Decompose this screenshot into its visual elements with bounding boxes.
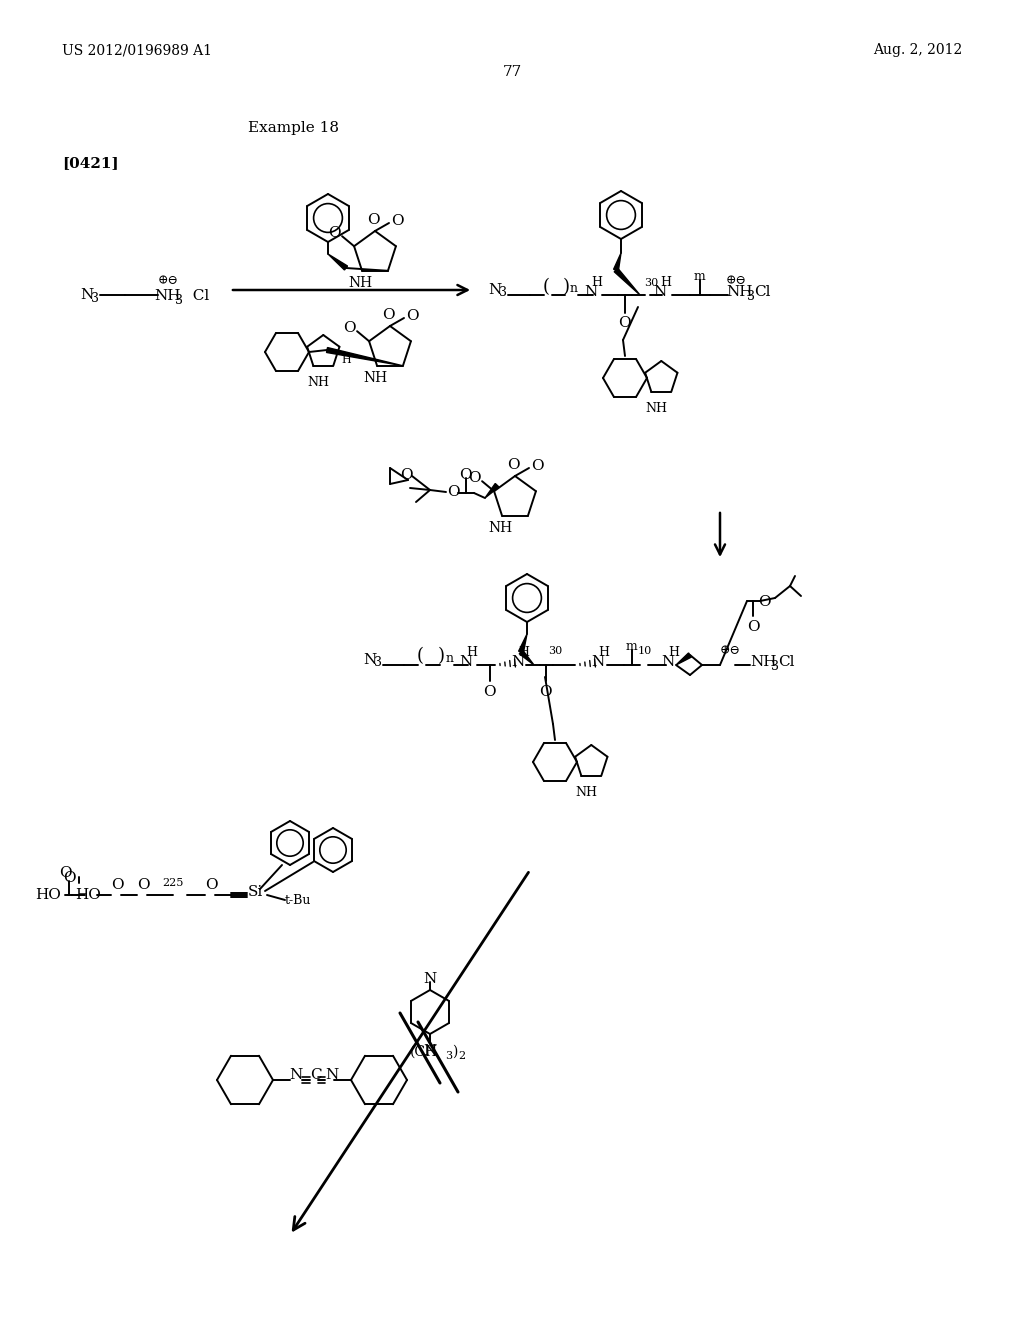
- Text: NH: NH: [750, 655, 776, 669]
- Text: 77: 77: [503, 65, 521, 79]
- Text: Cl: Cl: [754, 285, 770, 300]
- Text: O: O: [382, 308, 394, 322]
- Text: m: m: [625, 640, 637, 653]
- Text: ): ): [438, 647, 445, 665]
- Text: t-Bu: t-Bu: [285, 894, 311, 907]
- Text: H: H: [598, 647, 609, 660]
- Text: Cl: Cl: [778, 655, 795, 669]
- Text: O: O: [58, 866, 72, 880]
- Text: [0421]: [0421]: [62, 156, 119, 170]
- Text: H: H: [660, 276, 671, 289]
- Text: 225: 225: [162, 878, 183, 888]
- Polygon shape: [485, 483, 499, 498]
- Text: N: N: [591, 655, 604, 669]
- Text: (: (: [417, 647, 424, 665]
- Text: Cl: Cl: [183, 289, 209, 304]
- Text: N: N: [289, 1068, 302, 1082]
- Text: 30: 30: [644, 279, 658, 288]
- Text: 2: 2: [458, 1051, 465, 1061]
- Text: O: O: [137, 878, 150, 892]
- Text: H: H: [341, 355, 351, 366]
- Text: O: O: [447, 484, 460, 499]
- Text: N: N: [653, 285, 667, 300]
- Text: O: O: [539, 685, 551, 700]
- Text: N: N: [584, 285, 597, 300]
- Text: N: N: [488, 282, 502, 297]
- Text: Example 18: Example 18: [248, 121, 339, 135]
- Text: HO: HO: [75, 888, 101, 902]
- Text: ⊕⊖: ⊕⊖: [726, 275, 746, 288]
- Text: 3: 3: [175, 293, 183, 306]
- Text: O: O: [111, 878, 124, 892]
- Text: O: O: [759, 595, 771, 609]
- Text: N: N: [662, 655, 674, 669]
- Text: N: N: [511, 655, 524, 669]
- Text: 10: 10: [638, 645, 652, 656]
- Text: O: O: [343, 321, 355, 335]
- Text: 3: 3: [771, 660, 779, 672]
- Text: NH: NH: [362, 371, 387, 385]
- Text: C: C: [310, 1068, 322, 1082]
- Text: 3: 3: [91, 293, 99, 305]
- Text: ): ): [563, 279, 570, 296]
- Text: 30: 30: [548, 645, 562, 656]
- Text: H: H: [668, 647, 679, 660]
- Text: NH: NH: [154, 289, 180, 304]
- Polygon shape: [519, 651, 534, 665]
- Text: 3: 3: [445, 1051, 453, 1061]
- Text: O: O: [62, 871, 76, 884]
- Text: O: O: [406, 309, 419, 323]
- Text: NH: NH: [307, 375, 330, 388]
- Text: (: (: [543, 279, 550, 296]
- Text: 3: 3: [746, 289, 755, 302]
- Text: 3: 3: [499, 286, 507, 300]
- Polygon shape: [613, 253, 621, 271]
- Text: O: O: [459, 469, 471, 482]
- Text: NH: NH: [575, 785, 597, 799]
- Polygon shape: [676, 653, 691, 665]
- Text: O: O: [328, 226, 340, 240]
- Text: O: O: [617, 315, 631, 330]
- Text: ): ): [452, 1045, 458, 1059]
- Polygon shape: [327, 347, 402, 366]
- Text: O: O: [746, 620, 760, 634]
- Text: NH: NH: [645, 401, 668, 414]
- Text: NH: NH: [488, 521, 512, 535]
- Text: 3: 3: [374, 656, 382, 669]
- Text: Si: Si: [248, 884, 263, 899]
- Text: N: N: [459, 655, 472, 669]
- Text: HO: HO: [35, 888, 61, 902]
- Text: N: N: [325, 1068, 338, 1082]
- Text: N: N: [423, 972, 436, 986]
- Text: US 2012/0196989 A1: US 2012/0196989 A1: [62, 44, 212, 57]
- Text: O: O: [400, 469, 413, 482]
- Text: O: O: [391, 214, 403, 228]
- Text: NH: NH: [348, 276, 372, 290]
- Text: NH: NH: [726, 285, 753, 300]
- Text: Aug. 2, 2012: Aug. 2, 2012: [872, 44, 962, 57]
- Text: O: O: [367, 213, 379, 227]
- Text: N: N: [362, 653, 376, 667]
- Text: H: H: [591, 276, 602, 289]
- Text: n: n: [570, 282, 578, 296]
- Text: n: n: [446, 652, 454, 665]
- Text: H: H: [466, 647, 477, 660]
- Text: O: O: [507, 458, 519, 473]
- Text: N: N: [423, 1044, 436, 1059]
- Text: O: O: [482, 685, 496, 700]
- Polygon shape: [328, 253, 347, 271]
- Text: ⊕⊖: ⊕⊖: [720, 644, 741, 657]
- Text: H: H: [518, 647, 529, 660]
- Text: O: O: [205, 878, 218, 892]
- Text: O: O: [530, 459, 544, 473]
- Text: (CH: (CH: [410, 1045, 438, 1059]
- Polygon shape: [614, 268, 640, 294]
- Text: ⊕⊖: ⊕⊖: [158, 275, 179, 288]
- Polygon shape: [518, 634, 527, 653]
- Text: m: m: [693, 271, 705, 284]
- Text: O: O: [468, 471, 480, 486]
- Text: N: N: [80, 288, 93, 302]
